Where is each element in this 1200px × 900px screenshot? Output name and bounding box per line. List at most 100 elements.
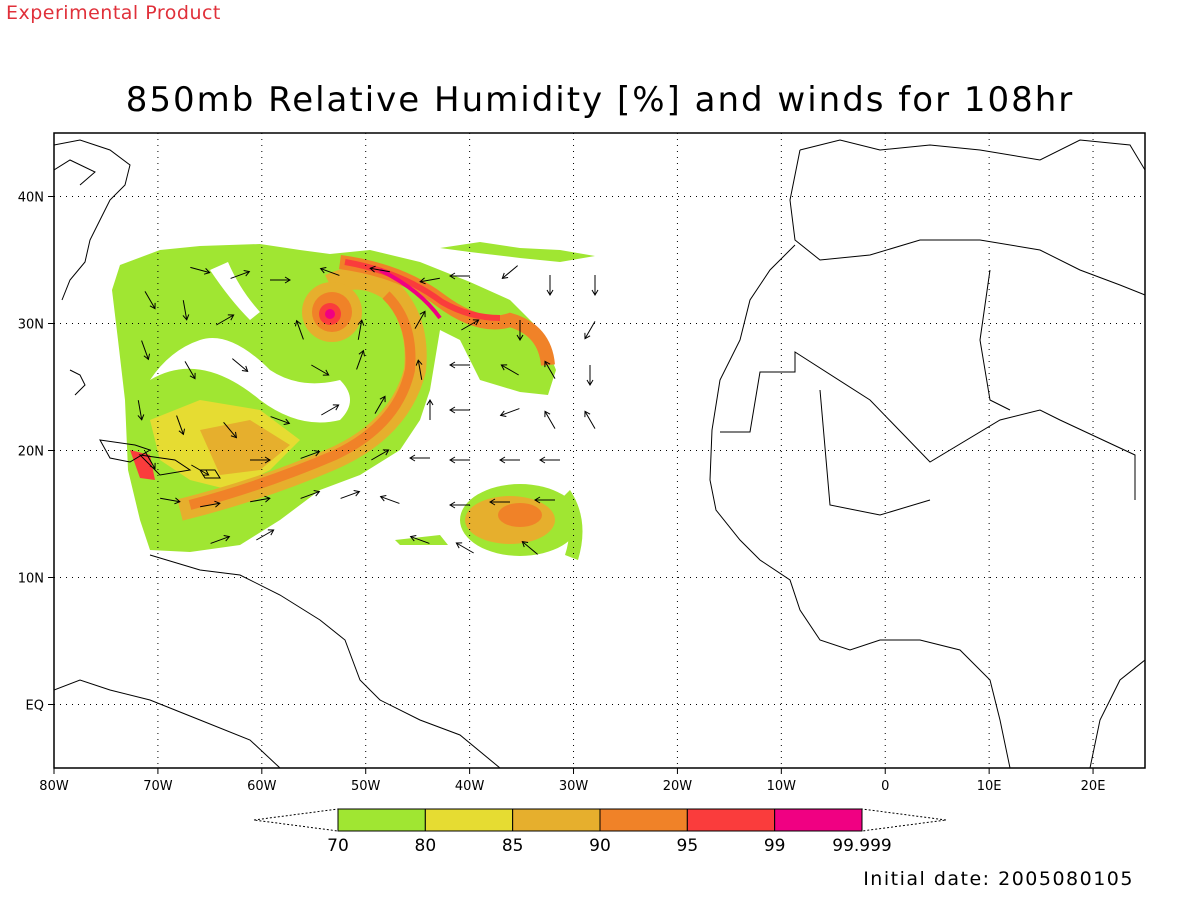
wind-arrow (256, 529, 275, 541)
wind-arrow (544, 360, 556, 379)
wind-arrow (144, 291, 156, 310)
wind-arrow (534, 496, 555, 504)
lat-tick-label: 30N (18, 318, 44, 333)
wind-arrow (415, 359, 423, 380)
lon-tick-label: 70W (143, 779, 173, 794)
colorbar-swatch (774, 808, 863, 832)
wind-arrow (546, 275, 554, 296)
lat-tick-label: 20N (18, 445, 44, 460)
wind-arrow (356, 349, 366, 370)
wind-arrow (419, 277, 440, 285)
colorbar-swatch (599, 808, 688, 832)
wind-arrow (586, 365, 594, 386)
wind-arrow (182, 300, 190, 321)
colorbar-label: 99.999 (832, 836, 891, 856)
wind-arrow (141, 340, 151, 361)
lon-tick-label: 0 (881, 779, 889, 794)
lat-tick-label: 40N (18, 191, 44, 206)
wind-arrow (449, 501, 470, 509)
wind-arrow (300, 489, 321, 499)
colorbar-left-extension (253, 808, 339, 832)
wind-arrow (426, 399, 434, 420)
wind-arrow (300, 449, 321, 459)
colorbar-swatch (337, 808, 426, 832)
colorbar-right-extension (861, 808, 947, 832)
lon-tick-label: 10E (977, 779, 1002, 794)
lon-tick-label: 20W (663, 779, 693, 794)
wind-arrow (409, 534, 430, 544)
wind-arrow (190, 266, 211, 275)
wind-arrow (340, 489, 361, 499)
wind-arrow (191, 464, 210, 476)
wind-arrow (379, 494, 400, 504)
wind-arrow (216, 314, 235, 326)
wind-arrow (210, 534, 231, 544)
lat-tick-label: 10N (18, 572, 44, 587)
wind-arrow (371, 449, 390, 461)
wind-arrow (374, 395, 386, 414)
colorbar-swatch (424, 808, 514, 832)
colorbar: 70 80 85 90 95 99 99.999 (253, 808, 947, 856)
colorbar-label: 99 (764, 836, 786, 856)
wind-arrow (499, 408, 520, 418)
wind-arrow (584, 410, 596, 429)
wind-arrow (584, 321, 596, 340)
wind-arrow (223, 422, 238, 439)
wind-arrow (455, 542, 474, 554)
wind-arrow (160, 497, 181, 505)
lon-tick-label: 30W (559, 779, 589, 794)
wind-arrow (294, 319, 304, 340)
lon-tick-label: 20E (1081, 779, 1106, 794)
wind-arrow (489, 498, 510, 506)
wind-arrow (409, 454, 430, 462)
lon-tick-label: 60W (247, 779, 277, 794)
chart-title: 850mb Relative Humidity [%] and winds fo… (125, 80, 1075, 120)
colorbar-label: 85 (502, 836, 524, 856)
wind-arrow (539, 456, 560, 464)
colorbar-label: 80 (415, 836, 437, 856)
wind-arrow (144, 451, 156, 470)
wind-arrow (516, 320, 524, 341)
wind-arrow (461, 319, 480, 331)
wind-arrow (250, 456, 271, 464)
colorbar-swatch (686, 808, 776, 832)
wind-arrow (500, 364, 519, 376)
wind-arrow (414, 310, 426, 329)
wind-arrow (200, 500, 221, 508)
wind-arrow (591, 275, 599, 296)
wind-arrow (250, 495, 271, 503)
lon-tick-label: 40W (455, 779, 485, 794)
wind-arrow (521, 540, 538, 555)
wind-arrow (449, 361, 470, 369)
wind-arrow (321, 404, 340, 416)
wind-arrow (311, 364, 330, 376)
wind-arrow (270, 276, 291, 284)
lon-tick-label: 80W (39, 779, 69, 794)
colorbar-label: 70 (327, 836, 349, 856)
colorbar-label: 90 (589, 836, 611, 856)
wind-arrow (184, 361, 196, 380)
colorbar-swatch (512, 808, 601, 832)
wind-arrow (544, 410, 556, 429)
experimental-product-label: Experimental Product (6, 2, 221, 24)
wind-arrow (137, 400, 145, 421)
colorbar-label: 95 (677, 836, 699, 856)
wind-arrow (501, 265, 518, 280)
initial-date: Initial date: 2005080105 (863, 868, 1134, 890)
axis-ticks: 80W 70W 60W 50W 40W 30W 20W 10W 0 10E 20E 40N 30N 20N… (18, 191, 1106, 795)
wind-arrow (449, 406, 470, 414)
lon-tick-label: 50W (351, 779, 381, 794)
wind-arrow (449, 456, 470, 464)
wind-arrow (232, 358, 249, 373)
wind-arrow (449, 272, 470, 280)
wind-vectors (137, 265, 599, 555)
wind-arrow (319, 266, 340, 276)
wind-arrow (270, 416, 291, 426)
lat-tick-label: EQ (26, 699, 44, 714)
lon-tick-label: 10W (767, 779, 797, 794)
wind-arrow (176, 415, 186, 436)
wind-arrow (369, 265, 390, 273)
wind-arrow (230, 269, 251, 279)
wind-arrow (357, 319, 365, 340)
